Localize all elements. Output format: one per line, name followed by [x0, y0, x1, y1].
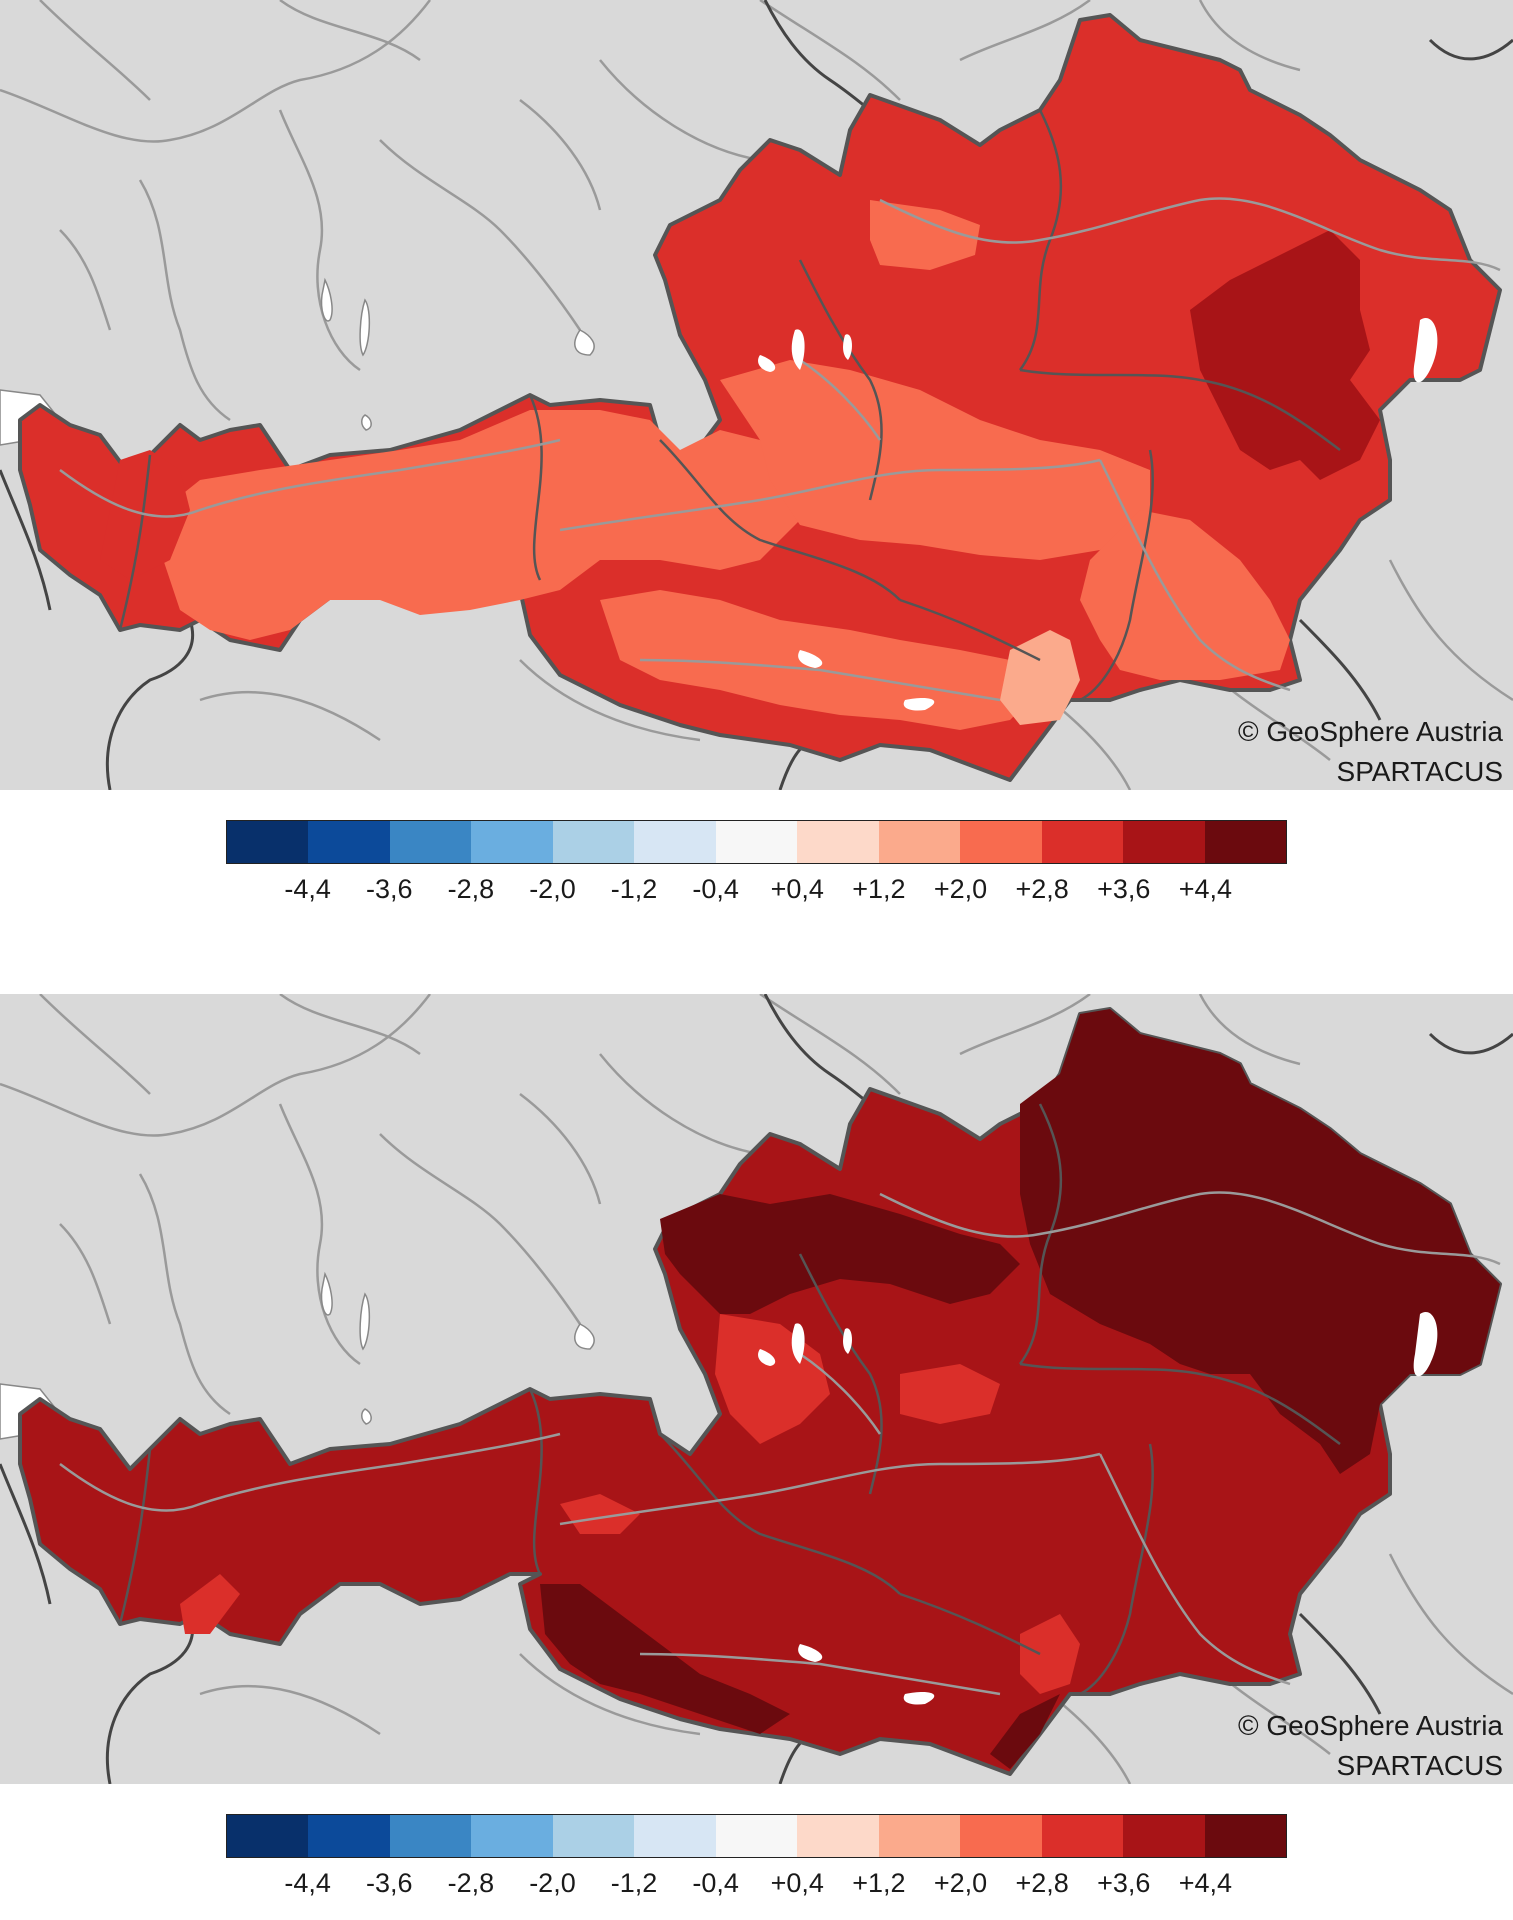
temperature-anomaly-map-bottom	[0, 994, 1513, 1784]
austrian-rivers	[59, 197, 1501, 702]
legend-swatch	[552, 821, 635, 863]
map-panel-top: © GeoSphere Austria SPARTACUS	[0, 0, 1513, 790]
legend-swatch	[797, 1815, 879, 1857]
legend-swatch	[878, 1815, 961, 1857]
copyright-credit: © GeoSphere Austria	[1237, 716, 1503, 747]
dataset-credit: SPARTACUS	[1336, 756, 1503, 787]
neighbouring-rivers	[0, 994, 1513, 1784]
legend-swatch	[1204, 1815, 1287, 1857]
map-panel-bottom: © GeoSphere Austria SPARTACUS	[0, 994, 1513, 1784]
legend-tick-label: -4,4	[284, 874, 331, 904]
legend-tick-label: +2,8	[1015, 874, 1069, 904]
legend-swatch	[634, 1815, 716, 1857]
color-legend-top: -4,4 -3,6 -2,8 -2,0 -1,2 -0,4 +0,4 +1,2 +2,0 +2,8…	[226, 820, 1287, 914]
legend-swatch	[1123, 821, 1205, 863]
legend-tick-label: -0,4	[692, 874, 739, 904]
neighbouring-rivers	[0, 0, 1513, 790]
color-legend-bottom: -4,4 -3,6 -2,8 -2,0 -1,2 -0,4 +0,4 +1,2 +2,0 +2,8…	[226, 1814, 1287, 1908]
temperature-anomaly-map-top	[0, 0, 1513, 790]
legend-tick-label: +4,4	[1178, 1868, 1233, 1898]
legend-tick-label: +3,6	[1097, 1868, 1151, 1898]
legend-swatch	[227, 821, 309, 863]
legend-swatch	[471, 1815, 553, 1857]
legend-swatch	[715, 1815, 798, 1857]
legend-swatch	[552, 1815, 635, 1857]
east-darkest-zone	[1020, 1009, 1500, 1474]
legend-tick-label: +2,0	[933, 1868, 988, 1898]
legend-tick-labels: -4,4 -3,6 -2,8 -2,0 -1,2 -0,4 +0,4 +1,2 +2,0 +2,8…	[226, 874, 1287, 914]
legend-tick-label: -4,4	[284, 1868, 331, 1898]
lightest-patch	[1000, 630, 1080, 725]
legend-swatch	[227, 1815, 309, 1857]
legend-tick-label: -3,6	[365, 874, 413, 904]
legend-swatch	[634, 821, 716, 863]
legend-tick-label: -2,0	[529, 1868, 576, 1898]
legend-swatch	[308, 821, 390, 863]
legend-swatch	[797, 821, 879, 863]
legend-tick-label: -3,6	[365, 1868, 413, 1898]
legend-swatch	[960, 1815, 1042, 1857]
legend-swatch	[308, 1815, 390, 1857]
vienna-basin-darker	[1190, 230, 1380, 480]
legend-swatch	[389, 821, 472, 863]
legend-tick-label: -2,0	[529, 874, 576, 904]
province-borders	[118, 1103, 1341, 1696]
legend-tick-label: +4,4	[1178, 874, 1233, 904]
austrian-lakes	[758, 318, 1438, 711]
legend-swatch	[1041, 1815, 1124, 1857]
northwest-darkest-zone	[660, 1194, 1020, 1314]
southeast-lighter-zone	[1080, 510, 1290, 680]
alpine-lighter-zone	[150, 410, 800, 640]
alpine-lighter-zone-2	[720, 360, 1150, 560]
legend-tick-label: +2,0	[933, 874, 988, 904]
austria-region	[18, 1007, 1502, 1776]
legend-swatch	[1041, 821, 1124, 863]
legend-tick-label: +0,4	[770, 874, 824, 904]
legend-swatch	[389, 1815, 472, 1857]
neighbouring-borders	[0, 0, 1513, 790]
legend-tick-labels: -4,4 -3,6 -2,8 -2,0 -1,2 -0,4 +0,4 +1,2 +2,0 +2,8…	[226, 1868, 1287, 1908]
legend-tick-label: -1,2	[610, 874, 658, 904]
legend-tick-label: -2,8	[447, 1868, 495, 1898]
legend-swatch	[878, 821, 961, 863]
legend-tick-label: +3,6	[1097, 874, 1151, 904]
west-lighter-patch	[180, 1574, 240, 1634]
copyright-credit: © GeoSphere Austria	[1237, 1710, 1503, 1741]
legend-tick-label: +2,8	[1015, 1868, 1069, 1898]
southwest-darkest-patch	[540, 1584, 790, 1734]
north-lighter-patch	[870, 200, 980, 270]
central-lighter-patch	[900, 1364, 1000, 1424]
legend-swatch	[1123, 1815, 1205, 1857]
legend-color-bar	[226, 820, 1287, 864]
south-lighter-patch	[1020, 1614, 1080, 1694]
legend-swatch	[715, 821, 798, 863]
tyrol-lighter-patch	[560, 1494, 640, 1534]
southeast-dark-patch	[990, 1694, 1060, 1769]
austrian-rivers	[59, 1191, 1501, 1696]
dataset-credit: SPARTACUS	[1336, 1750, 1503, 1781]
austrian-lakes	[758, 1312, 1438, 1705]
legend-swatch	[960, 821, 1042, 863]
legend-color-bar	[226, 1814, 1287, 1858]
legend-swatch	[471, 821, 553, 863]
legend-tick-label: -2,8	[447, 874, 495, 904]
legend-swatch	[1204, 821, 1287, 863]
legend-tick-label: +0,4	[770, 1868, 824, 1898]
legend-tick-label: -0,4	[692, 1868, 739, 1898]
legend-tick-label: +1,2	[852, 874, 906, 904]
province-borders	[118, 109, 1341, 702]
legend-tick-label: -1,2	[610, 1868, 658, 1898]
legend-tick-label: +1,2	[852, 1868, 906, 1898]
